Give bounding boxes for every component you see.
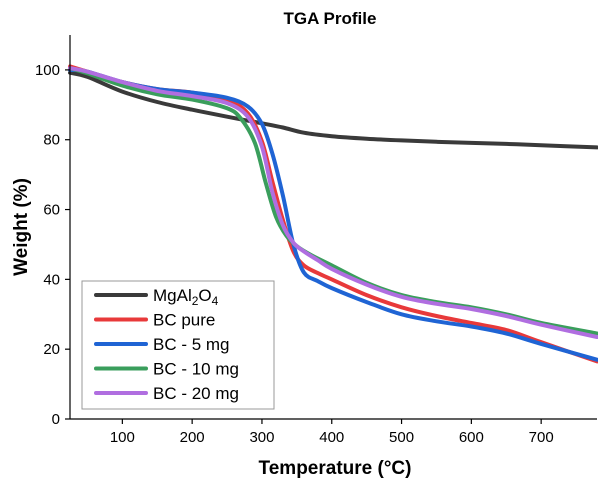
x-axis-title: Temperature (°C) [259,458,412,479]
y-tick-label: 0 [52,411,60,428]
x-tick-label: 200 [180,429,205,446]
legend-label-3: BC - 10 mg [153,360,239,379]
y-ticks: 0 20 40 60 80 100 [35,62,70,428]
x-tick-label: 400 [319,429,344,446]
legend-label-0: MgAl2O4 [153,286,219,308]
y-tick-label: 60 [43,202,60,219]
series-line-0 [68,70,598,150]
legend-label-1: BC pure [153,311,215,330]
x-tick-label: 500 [389,429,414,446]
x-tick-label: 600 [459,429,484,446]
legend-label-4: BC - 20 mg [153,384,239,403]
legend: MgAl2O4 BC pure BC - 5 mg BC - 10 mg BC - 20… [81,280,275,410]
x-tick-label: 300 [249,429,274,446]
x-ticks: 100 200 300 400 500 600 700 [110,419,554,446]
series-line-4 [68,66,598,339]
legend-items: MgAl2O4 BC pure BC - 5 mg BC - 10 mg BC - 20… [94,286,239,403]
y-axis-title: Weight (%) [11,178,32,276]
y-tick-label: 20 [43,341,60,358]
chart-title: TGA Profile [284,9,377,28]
y-tick-label: 40 [43,271,60,288]
y-tick-label: 80 [43,132,60,149]
x-tick-label: 700 [529,429,554,446]
y-tick-label: 100 [35,62,60,79]
plot-area: 100 200 300 400 500 600 700 0 20 40 60 80 100 [35,35,598,446]
series-layer [68,64,598,364]
legend-label-2: BC - 5 mg [153,335,230,354]
x-tick-label: 100 [110,429,135,446]
